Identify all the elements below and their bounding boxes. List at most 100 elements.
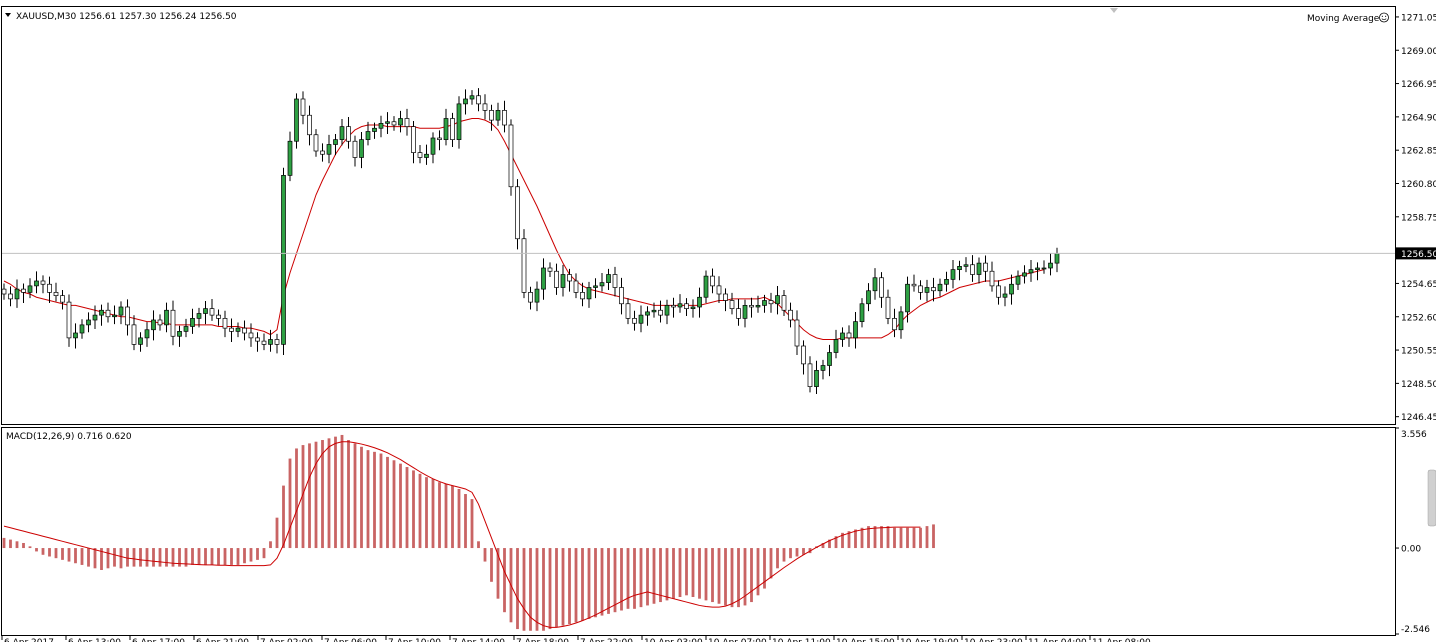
candle (99, 309, 104, 316)
candle (92, 314, 98, 321)
macd-panel[interactable] (1, 427, 1396, 636)
candle (450, 118, 455, 140)
candle (1035, 267, 1040, 270)
candle (268, 339, 273, 345)
macd-histogram-bar (217, 548, 220, 565)
candle (1041, 267, 1047, 270)
macd-histogram-bar (490, 548, 493, 582)
candle (482, 103, 488, 111)
time-tick-label: 10 Apr 15:00 (836, 638, 895, 642)
candle (73, 332, 78, 339)
macd-histogram-bar (613, 548, 617, 613)
candle (196, 313, 202, 319)
candle (853, 321, 858, 339)
macd-histogram-bar (867, 526, 870, 549)
candle (300, 98, 306, 116)
candle (781, 295, 787, 311)
macd-histogram-bar (425, 477, 428, 549)
macd-histogram-bar (132, 548, 136, 567)
macd-histogram-bar (717, 548, 721, 604)
macd-histogram-bar (373, 451, 376, 549)
moving-average-layer (3, 118, 1045, 340)
candle (879, 277, 884, 298)
time-tick-label: 6 Apr 17:00 (132, 638, 185, 642)
candle (144, 329, 150, 339)
macd-histogram-bar (230, 548, 233, 565)
dropdown-triangle-icon[interactable] (5, 13, 11, 17)
macd-histogram-bar (711, 548, 714, 603)
macd-histogram-bar (743, 548, 747, 606)
candle (775, 295, 780, 305)
price-tick-label: 1271.05 (1401, 13, 1436, 23)
scroll-handle[interactable] (1427, 469, 1436, 527)
candle (840, 332, 845, 340)
macd-histogram-bar (327, 438, 331, 549)
candle (528, 292, 533, 303)
candle (625, 303, 631, 319)
macd-histogram-bar (119, 548, 123, 569)
candle (755, 305, 761, 308)
macd-histogram-bar (15, 541, 19, 549)
shift-marker-icon[interactable] (1110, 8, 1118, 13)
time-tick-label: 7 Apr 10:00 (388, 638, 441, 642)
candle (333, 139, 338, 145)
macd-histogram-bar (418, 473, 422, 549)
macd-histogram-bar (204, 548, 207, 565)
macd-histogram-bar (555, 548, 558, 628)
candle (1002, 293, 1008, 298)
macd-histogram-bar (880, 526, 883, 549)
macd-histogram-bar (2, 537, 6, 549)
candle (235, 327, 241, 332)
macd-histogram-bar (80, 548, 84, 565)
macd-histogram-bar (139, 548, 142, 567)
candle (599, 282, 605, 287)
candle (476, 95, 481, 105)
macd-histogram-bar (28, 546, 32, 549)
candle (788, 309, 793, 321)
macd-histogram-bar (841, 532, 844, 549)
macd-tick-label: -2.546 (1401, 625, 1430, 635)
candle (918, 285, 923, 293)
macd-histogram-bar (334, 436, 337, 549)
macd-histogram-bar (262, 548, 266, 559)
candle (105, 309, 111, 318)
macd-histogram-bar (633, 548, 636, 609)
macd-histogram-bar (899, 527, 903, 549)
macd-histogram-bar (802, 548, 805, 555)
macd-histogram-bar (737, 548, 740, 608)
candle (60, 295, 65, 303)
macd-histogram-bar (860, 527, 864, 549)
macd-histogram-bar (275, 517, 279, 549)
candle (885, 296, 891, 319)
price-axis: 1271.05 1269.00 1266.95 1264.90 1262.85 1260.… (2, 13, 1436, 423)
candle (1, 288, 7, 295)
candle (502, 110, 507, 126)
macd-label: MACD(12,26,9) 0.716 0.620 (6, 432, 132, 442)
price-tick-label: 1260.80 (1401, 180, 1436, 190)
candle (846, 332, 852, 339)
candle (671, 305, 676, 308)
macd-histogram-bar (106, 548, 110, 569)
time-tick-label: 7 Apr 22:00 (580, 638, 633, 642)
candle (645, 311, 650, 316)
macd-histogram-bar (496, 548, 500, 599)
candle (515, 186, 520, 240)
macd-histogram-bar (665, 548, 669, 601)
candle (21, 288, 26, 293)
candle (619, 287, 624, 305)
candle (131, 324, 137, 345)
macd-histogram-bar (821, 542, 825, 549)
candle (8, 293, 13, 300)
candle (151, 319, 156, 331)
candle (866, 290, 871, 305)
candle (391, 121, 397, 126)
symbol-info-label: XAUUSD,M30 1256.61 1257.30 1256.24 1256.… (16, 12, 237, 22)
candle (1022, 272, 1027, 277)
macd-histogram-bar (308, 443, 311, 549)
macd-histogram-bar (314, 441, 318, 549)
moving-average-label: Moving Average (1307, 14, 1380, 24)
main-price-panel[interactable] (1, 6, 1396, 425)
macd-histogram-bar (795, 548, 799, 557)
macd-histogram-bar (464, 494, 467, 549)
candle (164, 309, 169, 326)
